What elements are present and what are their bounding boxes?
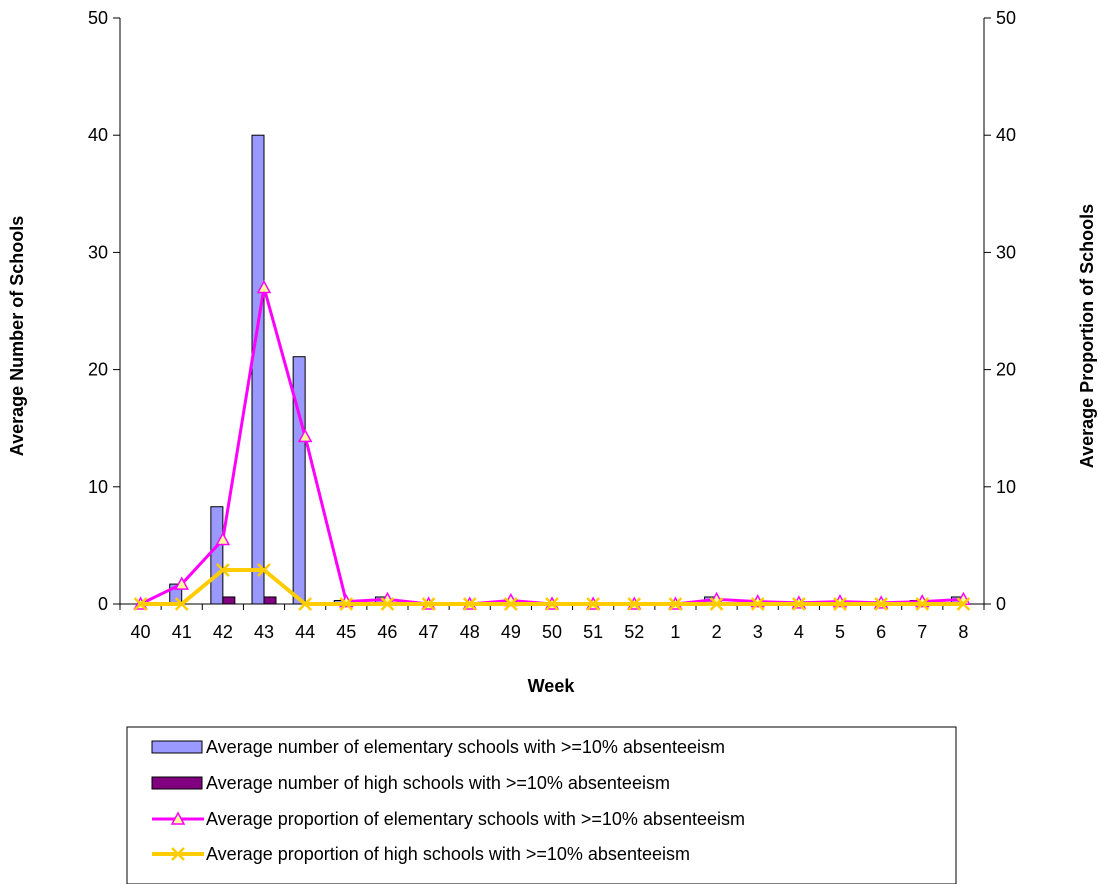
point-marker-stroke [298, 597, 313, 611]
legend-swatch-bar [151, 740, 203, 754]
point-high-proportion [133, 597, 148, 611]
point-high-proportion [339, 597, 354, 611]
x-tick-label: 41 [172, 622, 192, 642]
point-high-proportion [257, 563, 271, 577]
point-elementary-proportion [215, 531, 231, 546]
left-y-tick-label: 50 [88, 8, 108, 28]
x-tick-label: 44 [295, 622, 315, 642]
x-axis-title: Week [528, 676, 576, 696]
point-marker-stroke [339, 597, 354, 611]
x-tick-label: 7 [917, 622, 927, 642]
point-elementary-proportion [174, 576, 189, 590]
legend-label: Average number of high schools with >=10… [206, 773, 670, 793]
x-tick-label: 40 [131, 622, 151, 642]
legend-marker-triangle [170, 811, 186, 825]
x-tick-label: 42 [213, 622, 233, 642]
point-high-proportion [421, 597, 436, 611]
point-elementary-proportion [256, 279, 272, 294]
right-y-tick-label: 40 [996, 125, 1016, 145]
point-marker-stroke [915, 597, 930, 611]
point-marker-stroke [421, 597, 436, 611]
x-tick-label: 4 [794, 622, 804, 642]
right-y-tick-label: 30 [996, 242, 1016, 262]
point-marker-stroke [503, 597, 518, 611]
point-marker-stroke [791, 597, 806, 611]
x-tick-label: 5 [835, 622, 845, 642]
right-y-tick-label: 10 [996, 477, 1016, 497]
point-marker-stroke [956, 597, 971, 611]
legend-label: Average proportion of high schools with … [206, 844, 690, 864]
right-y-tick-label: 0 [996, 594, 1006, 614]
bar-elementary-count [292, 356, 306, 605]
legend: Average number of elementary schools wit… [126, 726, 957, 884]
point-high-proportion [215, 563, 230, 577]
point-marker-stroke [627, 597, 642, 611]
point-high-proportion [874, 597, 889, 611]
x-tick-label: 43 [254, 622, 274, 642]
point-marker-stroke [586, 597, 601, 611]
legend-swatch-bar [151, 776, 203, 790]
point-high-proportion [174, 597, 189, 611]
x-tick-label: 48 [460, 622, 480, 642]
x-tick-label: 47 [419, 622, 439, 642]
x-tick-label: 49 [501, 622, 521, 642]
legend-label: Average number of elementary schools wit… [206, 737, 725, 757]
left-y-tick-label: 30 [88, 242, 108, 262]
point-high-proportion [833, 597, 847, 611]
point-high-proportion [503, 597, 518, 611]
point-elementary-proportion [297, 428, 313, 443]
x-tick-label: 6 [876, 622, 886, 642]
point-high-proportion [627, 597, 642, 611]
point-marker-stroke [545, 597, 559, 611]
point-high-proportion [545, 597, 559, 611]
point-marker-stroke [874, 597, 889, 611]
point-high-proportion [586, 597, 601, 611]
point-marker-stroke [257, 563, 271, 577]
x-tick-label: 45 [336, 622, 356, 642]
point-marker-stroke [750, 597, 765, 611]
bar-elementary-count [251, 134, 265, 605]
point-high-proportion [709, 597, 724, 611]
x-tick-label: 2 [712, 622, 722, 642]
point-high-proportion [380, 597, 395, 611]
point-marker-stroke [462, 597, 477, 611]
legend-label: Average proportion of elementary schools… [206, 809, 745, 829]
point-marker-stroke [215, 563, 230, 577]
point-high-proportion [915, 597, 930, 611]
x-tick-label: 52 [624, 622, 644, 642]
x-tick-label: 1 [670, 622, 680, 642]
x-tick-label: 50 [542, 622, 562, 642]
point-marker-stroke [133, 597, 148, 611]
bar-high-count [222, 596, 236, 605]
point-high-proportion [750, 597, 765, 611]
bar-high-count [263, 596, 277, 605]
bar-elementary-count [210, 506, 224, 605]
point-marker-stroke [833, 597, 847, 611]
point-marker-stroke [380, 597, 395, 611]
point-high-proportion [791, 597, 806, 611]
left-y-tick-label: 40 [88, 125, 108, 145]
legend-box [126, 726, 957, 884]
point-marker-stroke [668, 597, 683, 611]
right-y-tick-label: 50 [996, 8, 1016, 28]
point-marker-stroke [174, 597, 189, 611]
legend-marker-x [171, 847, 185, 861]
point-high-proportion [956, 597, 971, 611]
point-high-proportion [462, 597, 477, 611]
right-y-tick-label: 20 [996, 360, 1016, 380]
left-y-tick-label: 0 [98, 594, 108, 614]
left-y-tick-label: 10 [88, 477, 108, 497]
x-tick-label: 46 [377, 622, 397, 642]
x-tick-label: 3 [753, 622, 763, 642]
point-high-proportion [298, 597, 313, 611]
right-y-axis-title: Average Proportion of Schools [1077, 204, 1097, 468]
left-y-tick-label: 20 [88, 360, 108, 380]
point-marker-stroke [709, 597, 724, 611]
x-tick-label: 51 [583, 622, 603, 642]
point-high-proportion [668, 597, 683, 611]
x-tick-label: 8 [958, 622, 968, 642]
left-y-axis-title: Average Number of Schools [7, 216, 27, 456]
